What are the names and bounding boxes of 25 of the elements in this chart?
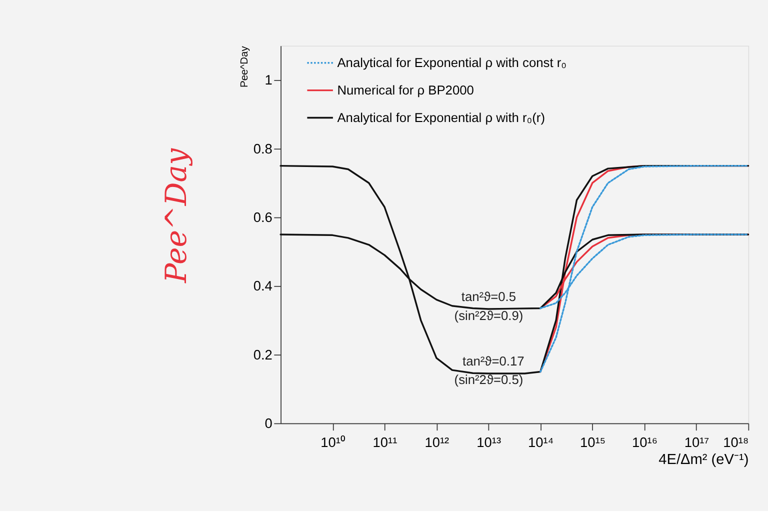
y-axis-title: Pee^Day — [239, 45, 250, 88]
y-tick-label: 0.6 — [253, 210, 273, 226]
x-tick-label: 10¹⁶ — [632, 434, 658, 450]
legend-label: Numerical for ρ BP2000 — [337, 82, 474, 98]
x-tick-label: 10¹⁰ — [320, 434, 346, 450]
legend-label: Analytical for Exponential ρ with r₀(r) — [337, 110, 545, 126]
x-tick-label: 10¹⁸ — [723, 434, 749, 450]
x-tick-label: 10¹⁵ — [580, 434, 606, 450]
x-tick-label: 10¹¹ — [372, 434, 398, 450]
x-tick-label: 10¹⁷ — [684, 434, 710, 450]
y-tick-label: 0 — [264, 416, 273, 431]
y-tick-label: 0.4 — [253, 278, 273, 294]
annotation: (sin²2ϑ=0.9) — [454, 308, 524, 323]
annotation: tan²ϑ=0.5 — [461, 289, 516, 304]
y-tick-label: 0.8 — [253, 141, 273, 156]
annotation: tan²ϑ=0.17 — [462, 353, 524, 368]
x-tick-label: 10¹⁴ — [528, 434, 554, 450]
y-tick-label: 1 — [264, 72, 272, 88]
x-axis-title: 4E/Δm² (eV⁻¹) — [658, 452, 749, 468]
text: Pee^Day — [159, 148, 194, 284]
x-tick-label: 10¹³ — [476, 434, 502, 450]
legend-label: Analytical for Exponential ρ with const r₀ — [337, 55, 566, 70]
x-tick-label: 10¹² — [424, 434, 450, 450]
annotation: (sin²2ϑ=0.5) — [454, 372, 524, 388]
y-tick-label: 0.2 — [253, 347, 272, 362]
